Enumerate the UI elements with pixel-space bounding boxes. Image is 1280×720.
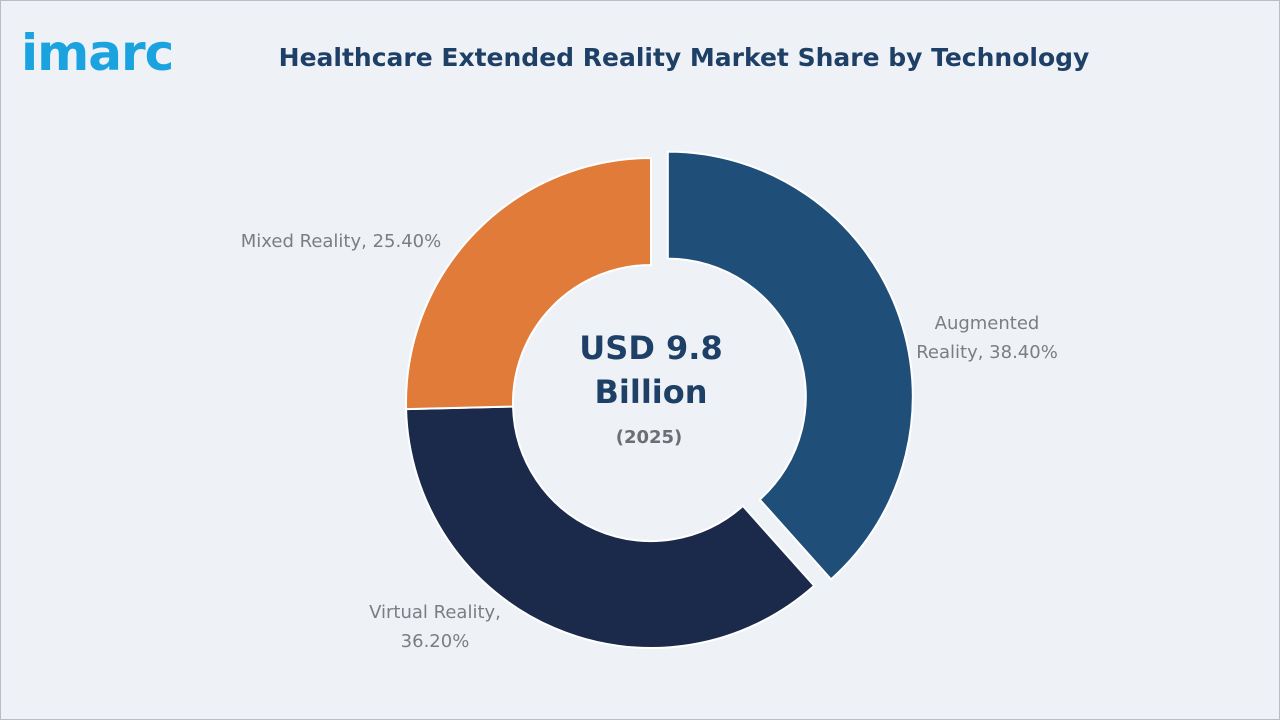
label-virtual-reality: Virtual Reality, 36.20% [369,602,501,652]
chart-title: Healthcare Extended Reality Market Share… [278,43,1090,72]
label-line: Reality, 38.40% [916,342,1058,363]
slice-virtual-reality [405,405,816,649]
label-line: Augmented [935,313,1040,334]
label-mixed-reality: Mixed Reality, 25.40% [241,231,441,252]
slice-group [405,150,914,649]
center-unit: Billion [594,373,707,411]
center-year: (2025) [616,427,683,448]
label-group: Augmented Reality, 38.40% Virtual Reality,… [241,231,1058,652]
label-augmented-reality: Augmented Reality, 38.40% [916,313,1058,363]
label-line: 36.20% [401,631,470,652]
imarc-logo: imarc [21,24,174,82]
label-line: Mixed Reality, 25.40% [241,231,441,252]
slice-augmented-reality [666,150,914,581]
slice-mixed-reality [405,156,652,411]
label-line: Virtual Reality, [369,602,501,623]
center-value: USD 9.8 [579,329,722,367]
